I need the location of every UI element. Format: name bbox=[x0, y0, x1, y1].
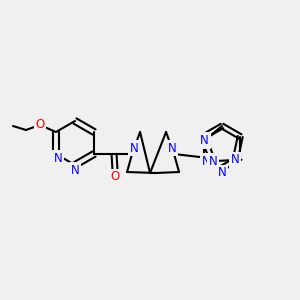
Text: N: N bbox=[54, 152, 62, 164]
Text: N: N bbox=[200, 134, 209, 147]
Text: N: N bbox=[168, 142, 176, 154]
Text: O: O bbox=[35, 118, 45, 131]
Text: N: N bbox=[208, 155, 217, 168]
Text: O: O bbox=[110, 170, 120, 184]
Text: N: N bbox=[130, 142, 138, 154]
Text: N: N bbox=[231, 153, 240, 167]
Text: N: N bbox=[202, 155, 210, 168]
Text: N: N bbox=[218, 167, 226, 179]
Text: N: N bbox=[70, 164, 80, 176]
